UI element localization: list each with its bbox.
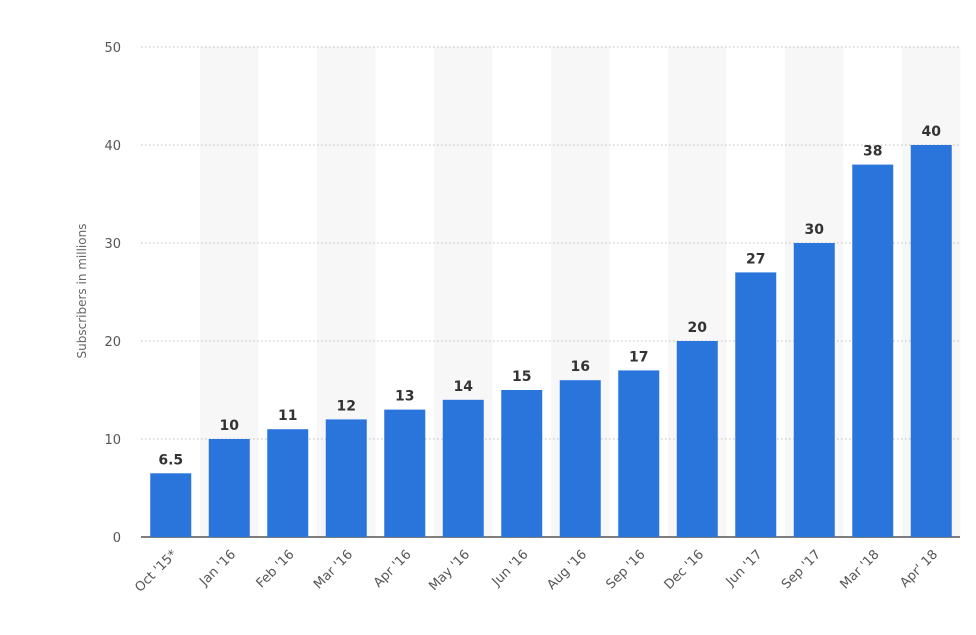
bar-value-label: 16 (571, 359, 590, 375)
bar (150, 473, 192, 537)
bar-value-label: 30 (805, 222, 825, 238)
bar (618, 370, 660, 537)
x-tick-label: Aug '16 (544, 547, 590, 593)
bar (559, 380, 601, 537)
bar (852, 164, 894, 537)
bar-value-label: 13 (395, 389, 414, 405)
value-labels: 6.5 10 11 12 13 14 15 16 17 20 27 30 38 40 (158, 124, 941, 468)
bar (208, 439, 250, 537)
x-tick-label: Mar '16 (311, 547, 356, 592)
bar-value-label: 15 (512, 369, 531, 385)
x-tick-label: Feb '16 (254, 547, 298, 591)
y-tick-label: 30 (104, 237, 121, 252)
bar-value-label: 17 (629, 349, 648, 365)
bar-value-label: 11 (278, 408, 297, 424)
bar (325, 419, 367, 537)
x-tick-label: Sep '17 (779, 547, 824, 592)
y-tick-label: 10 (104, 433, 121, 448)
y-tick-label: 40 (104, 139, 121, 154)
bar-value-label: 38 (863, 144, 882, 160)
y-axis-title: Subscribers in millions (75, 224, 89, 359)
bar-value-label: 40 (922, 124, 942, 140)
bar-value-label: 12 (337, 398, 356, 414)
bar (384, 409, 426, 537)
bar (676, 341, 718, 537)
bar-value-label: 27 (746, 251, 765, 267)
bar (501, 390, 543, 537)
bar (910, 145, 952, 537)
x-tick-label: Sep '16 (604, 547, 649, 592)
x-tick-label: Jun '17 (723, 547, 766, 590)
x-tick-label: Dec '16 (662, 547, 708, 593)
x-tick-label: Oct '15* (132, 547, 181, 596)
y-tick-label: 50 (104, 41, 121, 56)
bar (793, 243, 835, 537)
bar (735, 272, 777, 537)
x-axis-labels: Oct '15* Jan '16 Feb '16 Mar '16 Apr '16 May … (132, 547, 941, 596)
bar-value-label: 20 (688, 320, 708, 336)
x-tick-label: Apr '16 (371, 547, 415, 591)
bar (442, 399, 484, 537)
x-tick-label: Jun '16 (489, 547, 532, 590)
x-tick-label: Apr' 18 (897, 547, 941, 591)
bar-value-label: 6.5 (158, 452, 183, 468)
y-axis-ticks: 0 10 20 30 40 50 (104, 41, 121, 546)
y-tick-label: 0 (113, 531, 121, 546)
y-tick-label: 20 (104, 335, 121, 350)
bar-value-label: 14 (454, 379, 474, 395)
bar-value-label: 10 (220, 418, 240, 434)
x-tick-label: Mar '18 (837, 547, 882, 592)
bars (150, 145, 952, 537)
x-tick-label: Jan '16 (196, 547, 239, 590)
bar (267, 429, 309, 537)
x-tick-label: May '16 (426, 547, 473, 594)
